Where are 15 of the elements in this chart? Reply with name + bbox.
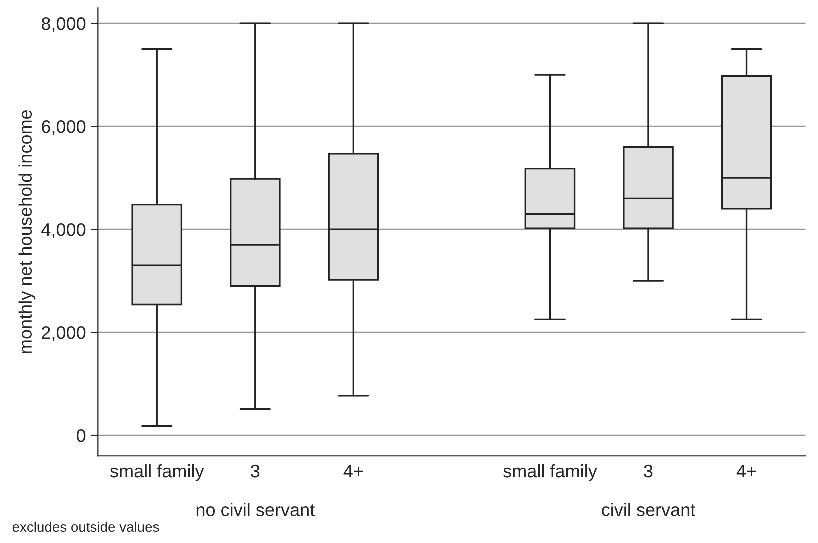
text: excludes outside values <box>12 522 160 532</box>
text: civil servant <box>602 503 696 516</box>
x-tick-label: 3 <box>251 464 260 478</box>
x-tick-label: small family <box>110 464 204 482</box>
text: no civil servant <box>196 503 315 516</box>
y-tick-label: 6,000 <box>42 120 86 136</box>
x-tick-label: 4+ <box>736 465 756 478</box>
y-tick-label: 2,000 <box>42 326 86 342</box>
x-tick-label: 3 <box>644 464 653 478</box>
y-axis-title: monthly net household income <box>18 110 36 354</box>
y-tick-label: 8,000 <box>42 18 86 32</box>
x-tick-label: 4+ <box>344 465 364 478</box>
y-tick-label: 0 <box>77 429 86 442</box>
y-tick-label: 4,000 <box>42 223 86 238</box>
x-tick-label: small family <box>504 464 598 482</box>
